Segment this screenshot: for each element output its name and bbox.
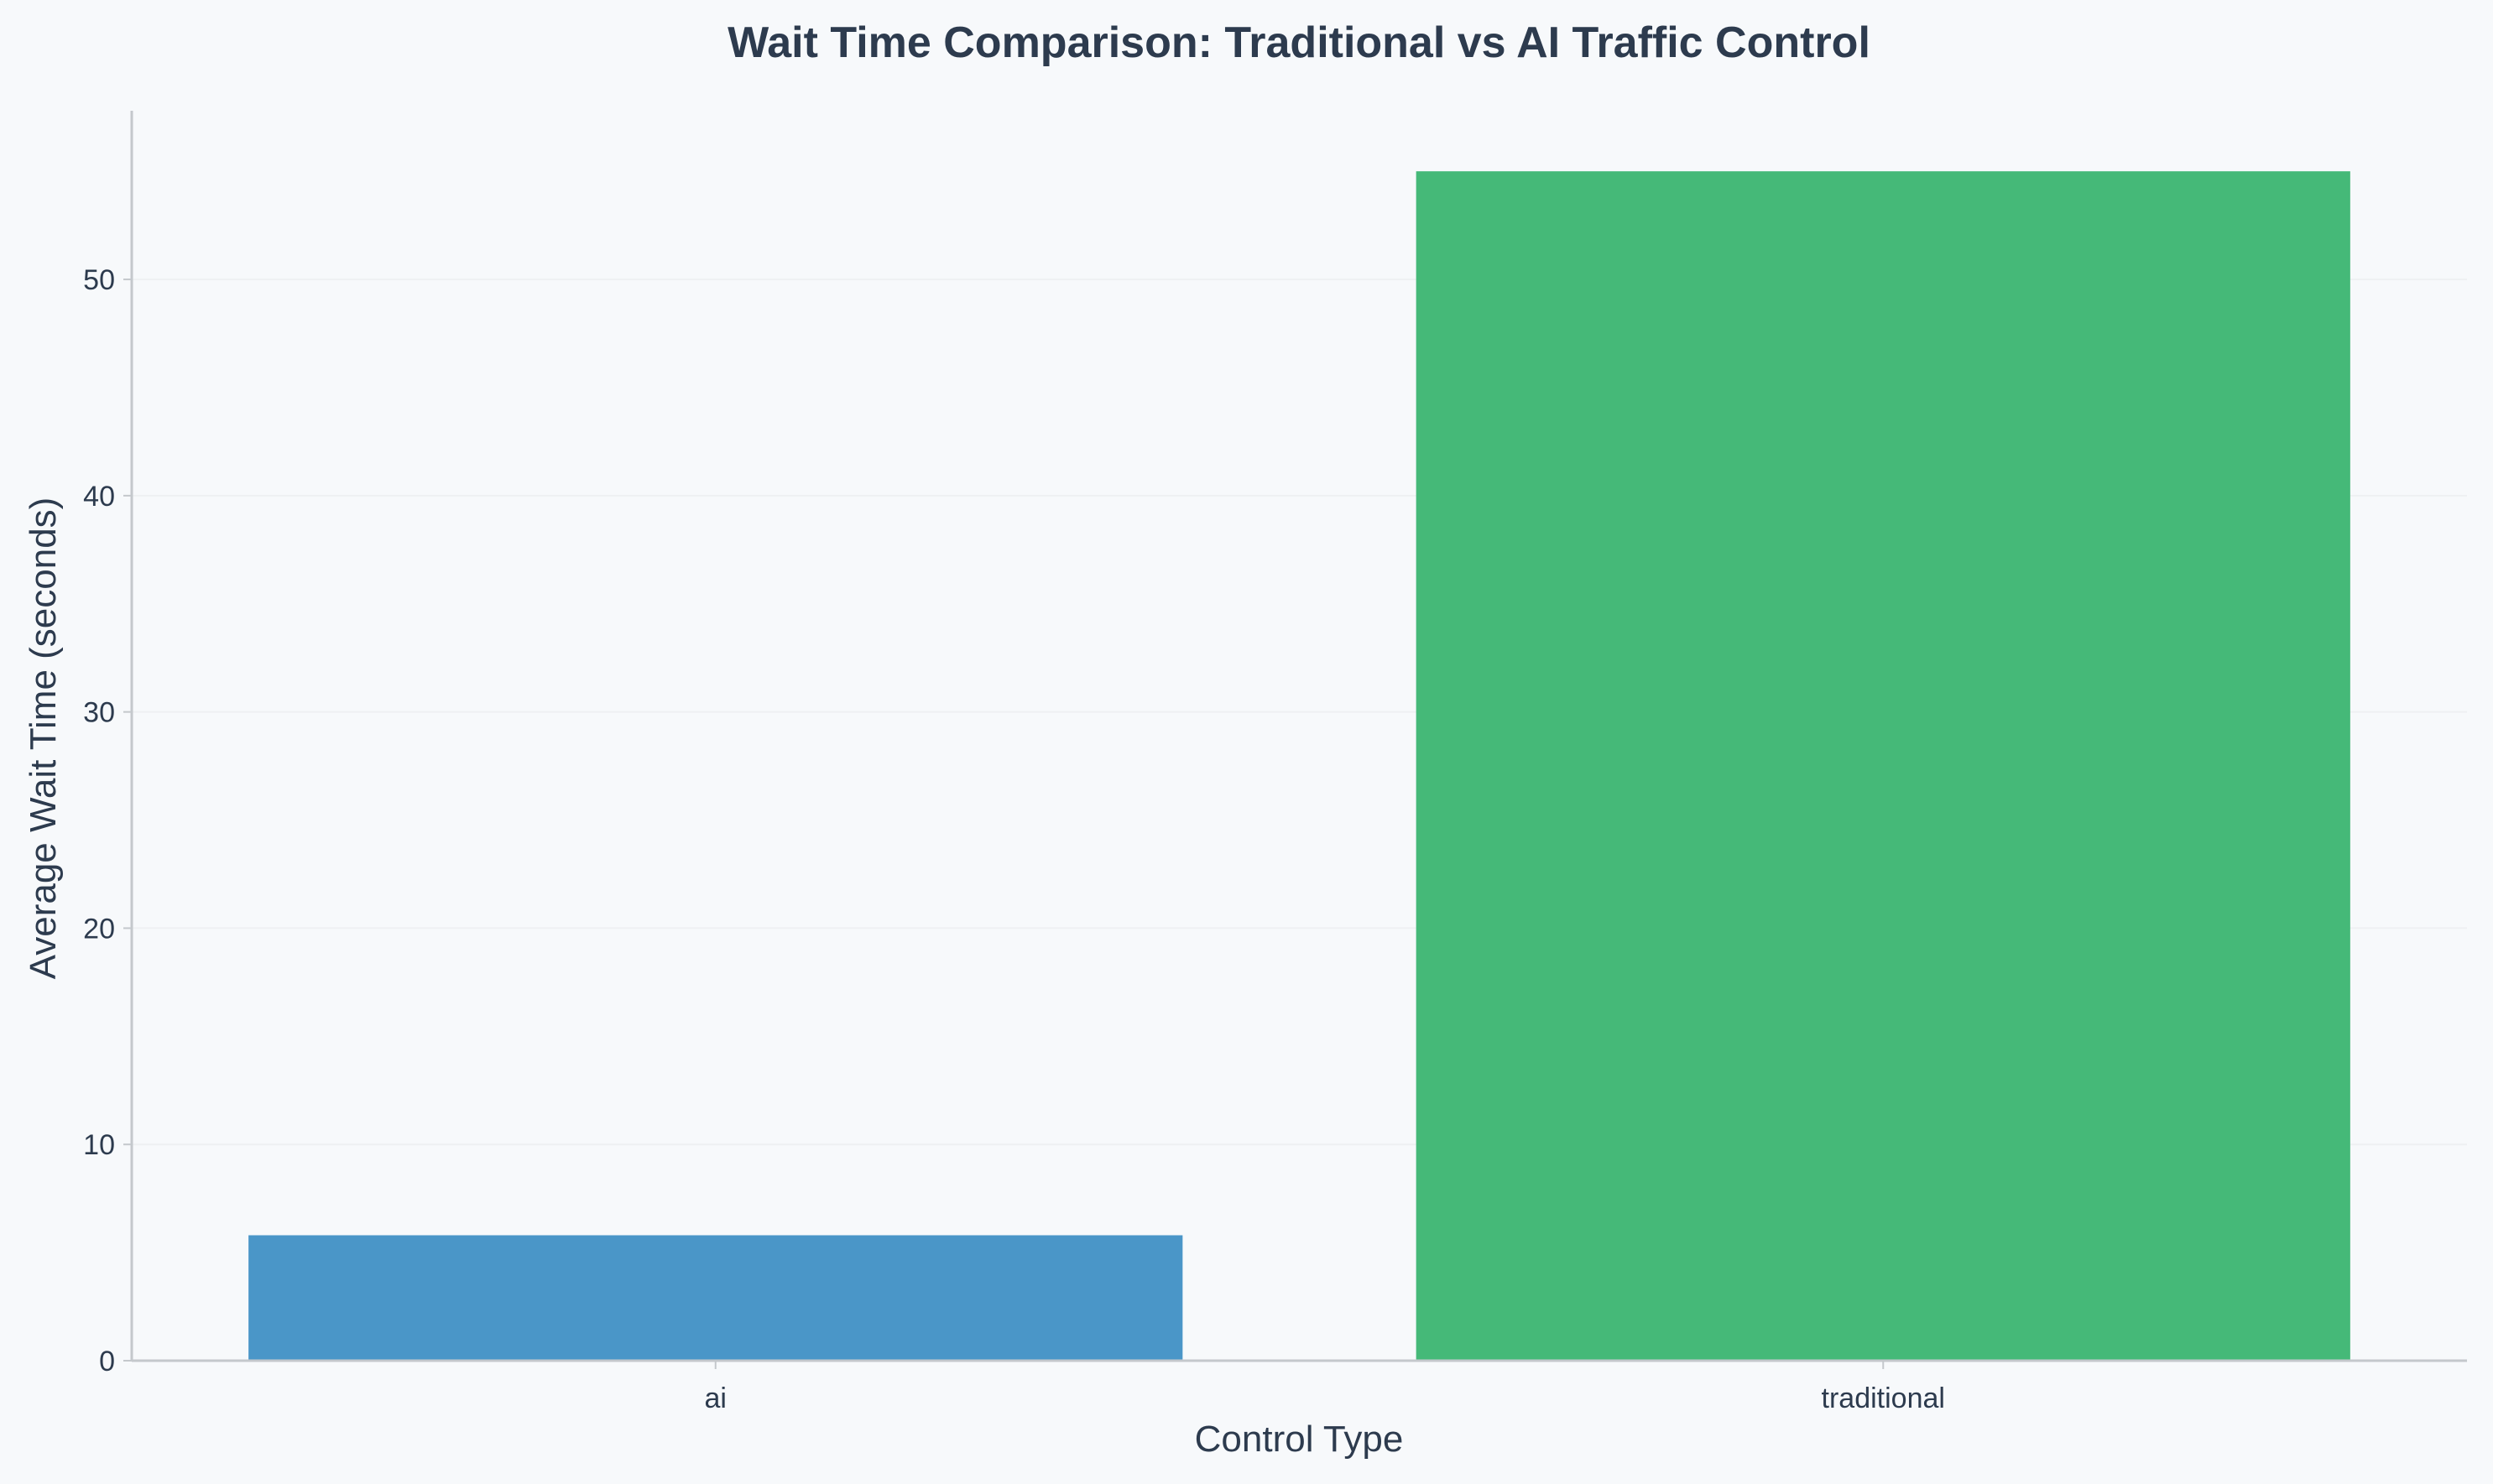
bar-ai	[248, 1235, 1183, 1361]
y-tick-label: 20	[83, 913, 115, 945]
chart-title: Wait Time Comparison: Traditional vs AI …	[728, 18, 1870, 67]
y-axis-ticks: 0 10 20 30 40 50	[83, 264, 132, 1377]
y-tick-label: 0	[99, 1346, 115, 1377]
x-axis-label: Control Type	[1195, 1419, 1404, 1460]
x-tick-label: ai	[705, 1382, 727, 1414]
x-axis-ticks: ai traditional	[705, 1361, 1945, 1414]
y-axis-label: Average Wait Time (seconds)	[23, 497, 64, 980]
bars	[248, 171, 2350, 1361]
axes	[130, 111, 2467, 1362]
y-tick-label: 10	[83, 1129, 115, 1161]
y-tick-label: 40	[83, 481, 115, 513]
x-tick-label: traditional	[1822, 1382, 1945, 1414]
y-tick-label: 30	[83, 697, 115, 729]
y-tick-label: 50	[83, 264, 115, 296]
bar-traditional	[1416, 171, 2350, 1361]
